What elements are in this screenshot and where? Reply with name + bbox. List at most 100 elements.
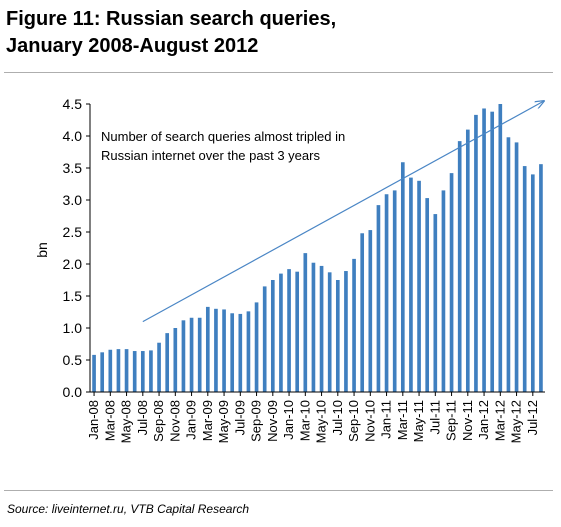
annotation-line-1: Number of search queries almost tripled … [101, 129, 345, 144]
bar-Jan-08 [92, 354, 96, 392]
bar-Feb-08 [100, 352, 105, 392]
bottom-divider [4, 490, 553, 491]
x-tick-label: Mar-11 [395, 400, 410, 440]
bar-Jul-10 [335, 280, 340, 392]
bar-Dec-10 [376, 205, 381, 392]
bar-May-11 [417, 180, 421, 392]
x-tick-label: Jul-08 [135, 400, 150, 435]
annotation-line-2: Russian internet over the past 3 years [101, 148, 320, 163]
y-tick-label: 3.0 [63, 192, 83, 208]
y-tick-label: 0.0 [63, 384, 83, 400]
x-tick-label: Mar-10 [297, 400, 312, 441]
bar-May-09 [222, 309, 226, 392]
x-tick-label: Mar-08 [102, 400, 117, 441]
x-tick-label: May-09 [216, 400, 231, 443]
bar-Jan-12 [482, 108, 486, 392]
bar-Oct-11 [457, 141, 462, 392]
bar-Feb-09 [197, 317, 202, 392]
x-tick-label: Nov-08 [167, 400, 182, 442]
y-tick-label: 4.0 [63, 128, 83, 144]
x-tick-label: May-10 [314, 400, 329, 443]
x-tick-label: May-12 [509, 400, 524, 443]
bar-Dec-11 [474, 114, 478, 392]
x-tick-label: Sep-11 [444, 400, 459, 441]
bar-Jan-09 [189, 317, 194, 392]
x-axis-ticks: Jan-08 Mar-08 May-08 Jul-08 Sep-08 Nov-08 Jan-… [86, 392, 540, 443]
bar-Aug-10 [344, 271, 348, 392]
x-tick-label: Mar-12 [492, 400, 507, 441]
bar-Feb-12 [490, 111, 495, 393]
bar-Oct-09 [262, 286, 267, 392]
x-tick-label: Nov-10 [362, 400, 377, 442]
bar-Sep-11 [449, 173, 454, 392]
y-tick-label: 1.0 [63, 320, 83, 336]
figure-title: Figure 11: Russian search queries, Janua… [6, 6, 551, 60]
x-tick-label: Jan-11 [379, 400, 394, 439]
bar-Oct-08 [165, 333, 170, 392]
bar-Nov-08 [173, 328, 178, 392]
x-tick-label: Mar-09 [200, 400, 215, 441]
bar-Jul-09 [238, 313, 243, 392]
y-tick-label: 2.0 [63, 256, 83, 272]
bar-Mar-10 [303, 253, 308, 392]
bar-Aug-11 [441, 190, 446, 392]
y-tick-label: 2.5 [63, 224, 83, 240]
x-tick-label: Jul-09 [232, 400, 247, 435]
bar-Jun-12 [522, 166, 527, 392]
bar-Dec-08 [181, 320, 186, 392]
bar-Apr-10 [311, 262, 316, 392]
trend-arrow [142, 101, 544, 323]
bar-Aug-09 [246, 311, 251, 392]
figure-title-line-1: Figure 11: Russian search queries, [6, 8, 337, 30]
bar-Mar-12 [498, 104, 503, 392]
y-tick-label: 1.5 [63, 288, 83, 304]
x-tick-label: Sep-10 [346, 400, 361, 442]
x-tick-label: Jan-10 [281, 400, 296, 440]
y-tick-label: 0.5 [63, 352, 83, 368]
bar-Nov-09 [270, 280, 275, 392]
source-note: Source: liveinternet.ru, VTB Capital Res… [7, 502, 250, 516]
bar-Aug-12 [539, 164, 543, 392]
bar-Nov-11 [465, 129, 470, 392]
bar-Apr-08 [116, 349, 121, 392]
bar-Feb-11 [392, 190, 397, 392]
bar-Oct-10 [360, 233, 365, 392]
x-tick-label: Jan-12 [476, 400, 491, 440]
y-axis-label: bn [34, 242, 50, 258]
y-tick-label: 4.5 [63, 96, 83, 112]
x-tick-label: Nov-11 [460, 400, 475, 441]
x-tick-label: May-08 [119, 400, 134, 443]
bar-Jul-12 [530, 174, 535, 392]
bar-May-12 [514, 142, 519, 392]
bar-May-10 [319, 265, 324, 392]
x-tick-label: Jan-09 [184, 400, 199, 440]
bar-Sep-08 [157, 342, 161, 392]
bar-Mar-08 [108, 349, 113, 392]
y-tick-label: 3.5 [63, 160, 83, 176]
search-queries-bar-chart: 0.00.51.01.52.02.53.03.54.04.5 Jan-08 Mar… [34, 96, 561, 443]
bar-Feb-10 [295, 271, 300, 392]
x-tick-label: Nov-09 [265, 400, 280, 442]
bar-Jan-11 [384, 194, 389, 392]
bar-Nov-10 [368, 230, 373, 392]
bar-Apr-09 [214, 308, 218, 392]
x-tick-label: Jan-08 [86, 400, 101, 440]
x-tick-label: Sep-09 [249, 400, 264, 442]
x-tick-label: Jul-11 [427, 400, 442, 434]
bar-May-08 [124, 349, 129, 392]
bar-Jul-11 [433, 214, 438, 392]
x-tick-label: May-11 [411, 400, 426, 442]
bar-Mar-09 [205, 306, 210, 392]
bar-Mar-11 [400, 162, 405, 392]
bar-Jun-11 [425, 198, 430, 392]
x-tick-label: Jul-10 [330, 400, 345, 435]
bar-Sep-09 [254, 302, 259, 392]
bar-Jun-09 [230, 313, 235, 392]
bar-Aug-08 [149, 350, 153, 392]
y-axis-ticks: 0.0 0.5 1.0 1.5 2.0 2.5 3.0 3.5 4.0 4.5 [63, 96, 90, 400]
bars [92, 104, 543, 393]
bar-Jul-08 [140, 351, 145, 392]
bar-Apr-11 [409, 177, 413, 392]
bar-Dec-09 [279, 273, 283, 392]
bar-Apr-12 [506, 137, 511, 392]
